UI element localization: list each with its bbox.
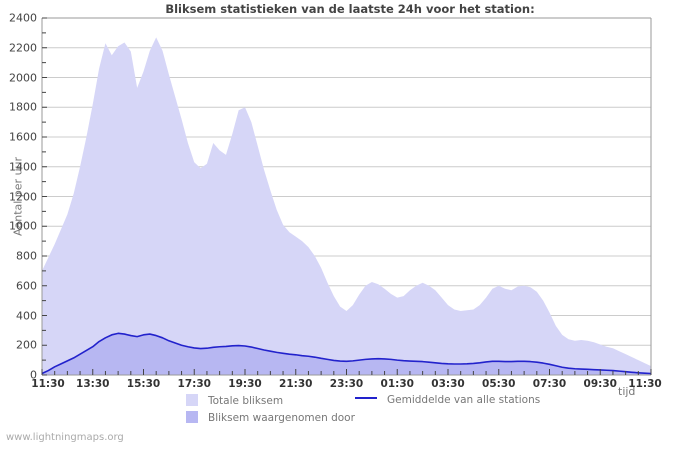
x-tick-label: 21:30 [279,378,313,390]
y-tick-label: 2000 [9,71,37,84]
series-line-gemiddelde-van-alle-stations [41,332,652,375]
legend-color-swatch [186,411,198,423]
y-tick-label: 800 [16,249,37,263]
chart-title: Bliksem statistieken van de laatste 24h … [165,2,535,16]
attribution-footer: www.lightningmaps.org [6,432,124,443]
legend-line-marker [355,397,377,399]
y-tick-label: 1800 [9,100,37,114]
x-tick-label: 15:30 [126,378,161,390]
legend-color-swatch [186,394,198,406]
x-axis-label: tijd [618,385,636,398]
series-area-totale-bliksem [42,37,651,376]
x-tick-label: 23:30 [329,378,364,390]
y-tick-label: 2400 [9,11,37,25]
y-tick-label: 1200 [9,190,37,203]
legend-item-label: Bliksem waargenomen door [208,412,355,424]
y-tick-label: 400 [16,309,37,322]
legend-item[interactable]: Gemiddelde van alle stations [355,394,540,406]
legend-item[interactable]: Bliksem waargenomen door [186,411,355,424]
x-tick-label: 17:30 [177,378,211,390]
x-tick-label: 09:30 [583,378,617,390]
x-tick-label: 03:30 [431,378,465,390]
legend-item-label: Totale bliksem [208,395,284,407]
x-tick-label: 11:30 [628,378,662,390]
x-tick-label: 11:30 [31,378,65,390]
x-tick-label: 13:30 [76,378,110,390]
series-area-bliksem-waargenomen-door [42,333,651,375]
x-tick-label: 01:30 [380,378,414,390]
x-tick-label: 19:30 [228,378,262,390]
legend-item-label: Gemiddelde van alle stations [387,394,541,406]
y-tick-label: 600 [16,279,37,293]
legend-item[interactable]: Totale bliksem [186,394,283,407]
y-axis-tick-labels: 0 200 400 600 800 1000 1200 1400 1600 1800 2000 220… [0,0,37,450]
y-tick-label: 1400 [9,160,37,174]
y-tick-label: 0 [30,368,37,382]
y-tick-label: 1000 [9,219,37,233]
x-tick-label: 07:30 [532,378,567,390]
x-tick-label: 05:30 [482,378,516,390]
y-tick-label: 2200 [9,41,37,55]
y-tick-label: 1600 [9,130,37,144]
y-tick-label: 200 [16,338,37,352]
